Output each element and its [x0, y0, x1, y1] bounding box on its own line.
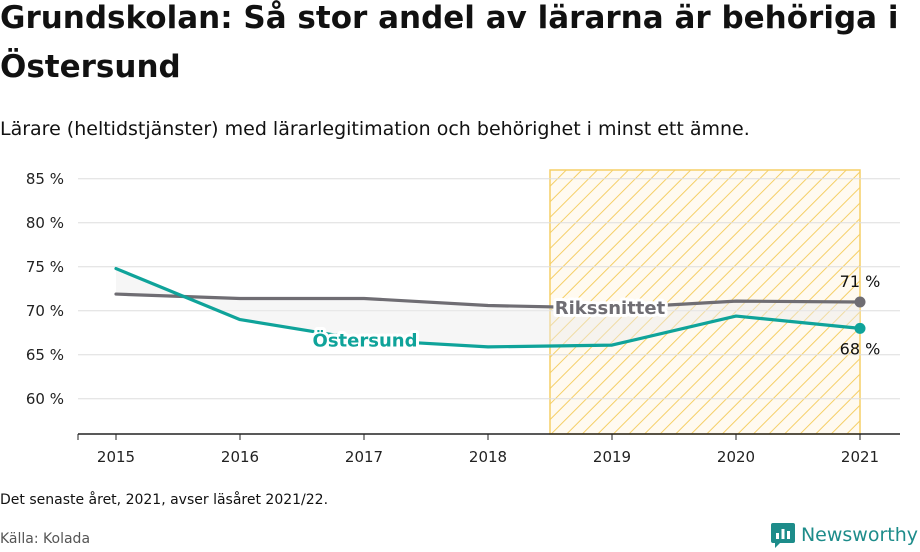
ostersund-line-end-point: [854, 322, 866, 334]
x-tick-label: 2019: [593, 448, 631, 466]
x-tick-label: 2017: [345, 448, 383, 466]
x-tick-label: 2015: [97, 448, 135, 466]
riks-end-value: 71 %: [840, 272, 881, 291]
chart-subtitle: Lärare (heltidstjänster) med lärarlegiti…: [0, 118, 750, 140]
y-tick-label: 85 %: [26, 170, 64, 188]
x-tick-label: 2016: [221, 448, 259, 466]
newsworthy-logo-icon: [770, 523, 795, 548]
y-tick-label: 65 %: [26, 346, 64, 364]
riks-line-end-point: [854, 296, 866, 308]
riks-line: [114, 292, 862, 310]
x-tick-label: 2018: [469, 448, 507, 466]
x-tick-label: 2021: [841, 448, 879, 466]
chart-title: Grundskolan: Så stor andel av lärarna är…: [0, 0, 899, 85]
source-label: Källa: Kolada: [0, 531, 91, 547]
difference-band: [116, 268, 860, 347]
y-tick-label: 75 %: [26, 258, 64, 276]
x-tick-label: 2020: [717, 448, 755, 466]
footnote: Det senaste året, 2021, avser läsåret 20…: [0, 492, 329, 508]
brand-logo[interactable]: Newsworthy: [770, 520, 918, 550]
y-tick-label: 60 %: [26, 390, 64, 408]
ostersund-line: [114, 266, 862, 349]
ostersund-series-label: Östersund: [313, 330, 418, 352]
y-tick-label: 80 %: [26, 214, 64, 232]
ostersund-end-value: 68 %: [840, 339, 881, 358]
line-chart: 60 % 65 % 70 % 75 % 80 % 85 % 2015 2016 2017 201…: [26, 169, 900, 466]
brand-name: Newsworthy: [800, 524, 918, 546]
y-tick-label: 70 %: [26, 302, 64, 320]
riks-series-label: Rikssnittet: [555, 298, 666, 319]
